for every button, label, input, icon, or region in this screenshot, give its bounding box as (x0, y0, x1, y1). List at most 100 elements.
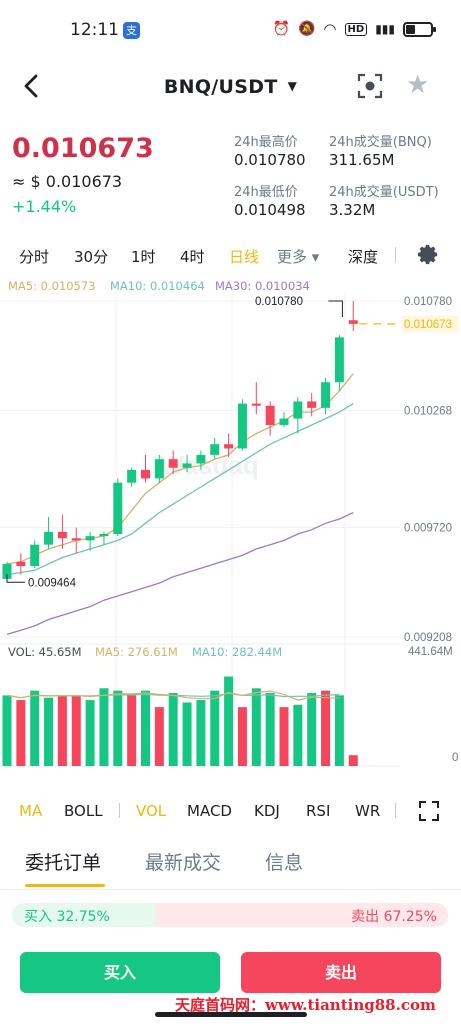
volume-bar (237, 707, 247, 766)
sell-button[interactable]: 卖出 (241, 952, 441, 993)
buy-ratio-label: 买入 32.75% (24, 909, 110, 925)
candle-body (293, 401, 303, 419)
volume-bar (348, 755, 358, 766)
candle-body (237, 403, 247, 449)
candle-body (127, 469, 137, 483)
candle-body (265, 405, 275, 425)
settings-gear-icon[interactable] (417, 243, 440, 270)
volume-bar (334, 695, 344, 766)
fullscreen-icon[interactable] (419, 801, 439, 825)
kline-chart[interactable]: Wasdaq 0.0107800.0102680.0097200.0092080… (0, 292, 461, 770)
ind-rsi[interactable]: RSI (306, 802, 331, 820)
chart-labels: 0.010780 0.010268 0.009720 0.009208 0.010673… (6, 296, 459, 764)
candle-body (224, 444, 234, 449)
hd-icon: HD (344, 22, 368, 36)
volume-bar (127, 695, 137, 766)
candle-body (196, 454, 206, 464)
high-marker-line (328, 300, 343, 317)
high-label: 24h最高价 (234, 135, 298, 150)
candle-body (279, 418, 289, 425)
tf-timeline[interactable]: 分时 (19, 248, 50, 266)
y-tick-label: 0.010268 (404, 405, 452, 417)
vol-base-value: 311.65M (329, 151, 395, 169)
vol-legend: VOL: 45.65M (8, 645, 82, 659)
ind-macd[interactable]: MACD (187, 802, 232, 820)
volume-bar (210, 690, 220, 766)
candles (2, 301, 358, 583)
tf-30m[interactable]: 30分 (74, 248, 109, 266)
low-marker-label: 0.009464 (28, 577, 77, 589)
sell-ratio-label: 卖出 67.25% (351, 909, 437, 925)
tab-info[interactable]: 信息 (265, 852, 304, 874)
ma5-legend: MA5: 0.010573 (8, 279, 96, 293)
candle-body (321, 382, 331, 408)
buy-ratio-fill (12, 903, 155, 927)
current-price-label: 0.010673 (404, 319, 452, 331)
divider (119, 803, 120, 818)
volume-bar (224, 676, 234, 766)
buy-button[interactable]: 买入 (20, 952, 220, 993)
last-price: 0.010673 (12, 133, 154, 164)
volume-bar (279, 707, 289, 766)
volume-bar (182, 702, 192, 766)
candle-body (30, 544, 40, 567)
vol-base-label: 24h成交量(BNQ) (329, 135, 432, 150)
vol-quote-value: 3.32M (329, 201, 376, 219)
candle-body (182, 463, 192, 468)
volume-bar (196, 700, 206, 766)
tf-1h[interactable]: 1时 (131, 248, 156, 266)
tf-more[interactable]: 更多 ▾ (277, 248, 320, 266)
tab-latest-trades[interactable]: 最新成交 (145, 852, 222, 874)
high-marker-label: 0.010780 (255, 296, 303, 308)
site-watermark: 天庭首码网：www.tianting88.com (175, 996, 436, 1014)
scan-icon[interactable] (357, 73, 383, 99)
candle-body (251, 403, 261, 406)
pair-selector[interactable]: BNQ/USDT ▼ (0, 76, 461, 98)
approx-usd: ≈ $ 0.010673 (12, 172, 123, 191)
candle-body (113, 482, 123, 534)
ind-vol[interactable]: VOL (136, 802, 167, 820)
divider (395, 247, 396, 263)
ind-ma[interactable]: MA (19, 802, 43, 820)
volume-bar (57, 695, 67, 766)
sell-ratio-fill (154, 903, 448, 927)
candle-body (141, 469, 150, 479)
favorite-star-icon[interactable]: ★ (406, 70, 430, 100)
tf-4h[interactable]: 4时 (180, 248, 205, 266)
back-icon[interactable] (18, 72, 46, 100)
current-price-tag (402, 315, 459, 332)
volume-bar (16, 700, 26, 766)
status-time: 12:11 (70, 20, 119, 40)
ind-wr[interactable]: WR (355, 802, 381, 820)
tf-1d[interactable]: 日线 (229, 248, 260, 266)
status-icons: ⏰ 🔕 ◠ HD ▮▮▮ (272, 20, 436, 38)
ma10-line (6, 403, 354, 576)
candle-body (307, 401, 317, 408)
volume-bar (293, 704, 303, 766)
volume-bar (141, 690, 150, 766)
ind-boll[interactable]: BOLL (64, 802, 103, 820)
status-bar: 12:11 支 ⏰ 🔕 ◠ HD ▮▮▮ (0, 0, 461, 62)
tab-open-orders[interactable]: 委托订单 (25, 852, 102, 874)
low-value: 0.010498 (234, 201, 306, 219)
mute-icon: 🔕 (297, 21, 316, 37)
alarm-icon: ⏰ (272, 21, 290, 37)
ma10-legend: MA10: 0.010464 (110, 279, 205, 293)
ma30-legend: MA30: 0.010034 (215, 279, 310, 293)
tf-depth[interactable]: 深度 (348, 248, 379, 266)
volume-bar (251, 688, 261, 766)
home-indicator[interactable] (155, 1012, 307, 1017)
candle-body (154, 459, 164, 479)
y-tick-label: 0.010780 (404, 296, 452, 308)
volume-bar (2, 695, 12, 766)
vol-quote-label: 24h成交量(USDT) (329, 185, 439, 200)
battery-icon (403, 21, 436, 37)
wifi-icon: ◠ (323, 20, 337, 38)
volume-bar (307, 692, 317, 766)
candle-body (44, 531, 54, 545)
volume-bar (265, 692, 275, 766)
high-value: 0.010780 (234, 151, 306, 169)
ind-kdj[interactable]: KDJ (254, 802, 280, 820)
vol-ma10-legend: MA10: 282.44M (192, 645, 283, 659)
price-change: +1.44% (12, 197, 77, 216)
